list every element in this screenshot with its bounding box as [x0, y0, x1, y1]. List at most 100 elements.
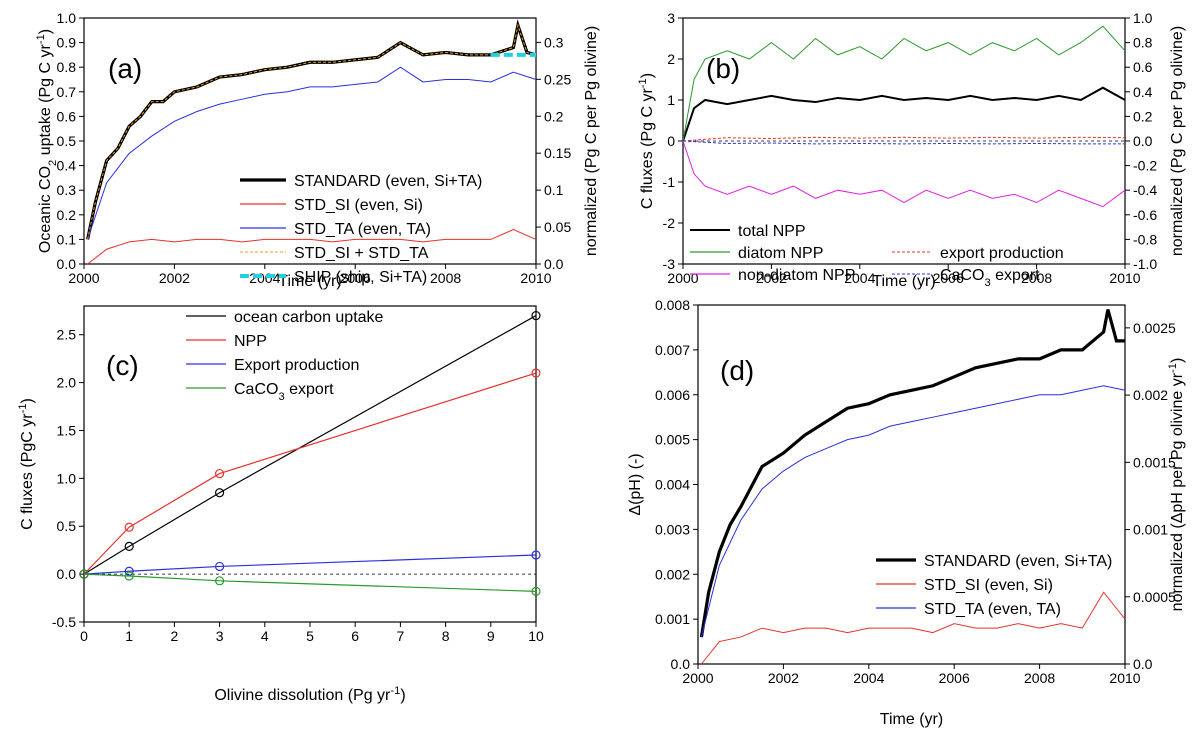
series-line [87, 66, 537, 240]
series-line [83, 372, 537, 575]
panel-a: 2000 2002 2004 2006 2008 20100.00.10.20.30.40… [35, 10, 600, 290]
x-tick-label: 2000 [682, 670, 713, 686]
series-line [700, 385, 1126, 638]
y-tick-label: 0.6 [57, 108, 77, 124]
x-tick-label: 2002 [768, 670, 799, 686]
legend-label: export production [940, 245, 1064, 262]
panel-label: (b) [706, 53, 740, 84]
x-tick-label: 9 [487, 628, 495, 644]
y-right-tick-label: 0.0025 [1133, 320, 1176, 336]
data-point [215, 468, 225, 479]
y-right-tick-label: -0.6 [1133, 207, 1157, 223]
legend-label: Export production [234, 357, 359, 374]
y-tick-label: 0.007 [655, 342, 690, 358]
legend: total NPP diatom NPP non-diatom NPP export … [690, 223, 1064, 289]
y-axis-label: Δ(pH) (-) [627, 453, 644, 515]
y-right-tick-label: 0.0015 [1133, 454, 1176, 470]
legend: STANDARD (even, Si+TA) STD_SI (even, Si) S… [240, 173, 482, 286]
data-point [79, 569, 89, 579]
data-point [215, 576, 225, 586]
series-line [701, 591, 1126, 665]
y-right-tick-label: 0.05 [544, 219, 571, 235]
x-tick-label: 3 [216, 628, 224, 644]
legend-label: STD_SI (even, Si) [924, 577, 1053, 594]
y-tick-label: 0.005 [655, 432, 690, 448]
data-point [124, 541, 134, 551]
x-tick-label: 8 [442, 628, 450, 644]
y-right-axis-label: normalized (Pg C per Pg olivine) [1169, 26, 1186, 256]
y-tick-label: 0.0 [671, 656, 691, 672]
y-tick-label: 0.0 [57, 256, 77, 272]
data-point [531, 368, 541, 378]
panel-d: 2000 2002 2004 2006 2008 20100.00.0010.0020.0… [627, 297, 1186, 728]
y-tick-label: 0.5 [57, 518, 77, 534]
x-tick-label: 2002 [159, 270, 190, 286]
y-tick-label: 0.3 [57, 182, 77, 198]
y-right-tick-label: 0.25 [544, 71, 571, 87]
y-tick-label: 0.1 [57, 231, 77, 247]
panel-label: (c) [106, 350, 139, 381]
y-right-axis-label: normalized (ΔpH per Pg olivine yr-1) [1167, 358, 1186, 612]
x-axis-label: Time (yr) [872, 273, 935, 290]
y-right-tick-label: 0.4 [1133, 84, 1153, 100]
y-tick-label: -2 [663, 215, 676, 231]
y-right-tick-label: -0.2 [1133, 158, 1157, 174]
data-point [531, 550, 541, 560]
y-right-tick-label: 0.6 [1133, 59, 1153, 75]
series-line [83, 573, 537, 592]
y-tick-label: 0.002 [655, 566, 690, 582]
y-tick-label: 0.9 [57, 35, 77, 51]
x-axis-label: Time (yr) [278, 273, 341, 290]
x-tick-label: 0 [80, 628, 88, 644]
y-tick-label: 0.004 [655, 477, 690, 493]
data-point [215, 488, 225, 498]
x-tick-label: 2006 [939, 670, 970, 686]
y-tick-label: 2.0 [57, 375, 77, 391]
y-tick-label: 0 [667, 133, 675, 149]
data-point [124, 571, 134, 581]
legend-label: STD_SI + STD_TA [294, 245, 429, 262]
y-right-tick-label: 1.0 [1133, 10, 1153, 26]
x-tick-label: 2002 [756, 270, 787, 286]
y-tick-label: 0.5 [57, 133, 77, 149]
y-tick-label: -1 [663, 174, 676, 190]
plot-frame [697, 304, 1126, 665]
y-tick-label: -0.5 [52, 614, 76, 630]
y-right-tick-label: 0.0 [544, 256, 564, 272]
legend-label: diatom NPP [738, 245, 823, 262]
legend-label: STD_SI (even, Si) [294, 197, 423, 214]
legend: STANDARD (even, Si+TA) STD_SI (even, Si) S… [876, 553, 1112, 618]
y-axis-label: Oceanic CO2 uptake (Pg C yr-1) [35, 29, 59, 253]
panel-b: 2000 2002 2004 2006 2008 2010 -3 -2 -1 0 1 2 3 -1.0 -0… [637, 10, 1186, 290]
legend-label: ocean carbon uptake [234, 309, 384, 326]
series-line [682, 140, 1125, 145]
y-tick-label: 0.4 [57, 158, 77, 174]
y-right-tick-label: -1.0 [1133, 256, 1157, 272]
y-right-tick-label: 0.002 [1133, 387, 1168, 403]
legend-label: CaCO3 export [234, 381, 334, 403]
x-tick-label: 1 [125, 628, 133, 644]
legend-label: non-diatom NPP [738, 267, 855, 284]
y-right-tick-label: 0.0 [1133, 133, 1153, 149]
y-right-axis-label: normalized (Pg C per Pg olivine) [583, 26, 600, 256]
x-axis-label: Time (yr) [880, 711, 943, 728]
data-point [531, 586, 541, 596]
series-line [699, 309, 1125, 638]
x-tick-label: 7 [397, 628, 405, 644]
x-tick-label: 5 [306, 628, 314, 644]
y-tick-label: 0.001 [655, 611, 690, 627]
x-tick-label: 2008 [1024, 670, 1055, 686]
y-tick-label: 2.5 [57, 327, 77, 343]
y-right-tick-label: 0.001 [1133, 522, 1168, 538]
data-point [124, 522, 134, 532]
y-tick-label: 1.0 [57, 10, 77, 26]
legend-label: STD_TA (even, TA) [294, 221, 431, 238]
y-tick-label: 1.0 [57, 470, 77, 486]
legend-label: CaCO3 export [940, 267, 1040, 289]
y-tick-label: 2 [667, 51, 675, 67]
x-tick-label: 2004 [853, 670, 884, 686]
series-line [87, 23, 537, 240]
y-tick-label: 0.003 [655, 521, 690, 537]
y-right-tick-label: -0.4 [1133, 182, 1157, 198]
